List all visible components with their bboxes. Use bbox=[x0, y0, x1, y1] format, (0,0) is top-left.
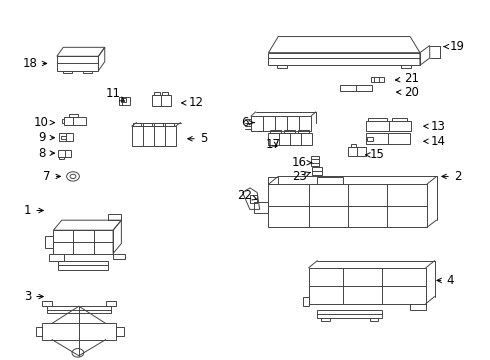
Bar bbox=[133, 123, 142, 126]
Text: 7: 7 bbox=[43, 170, 60, 183]
Bar bbox=[350, 144, 356, 147]
Text: 4: 4 bbox=[437, 274, 454, 287]
Text: 9: 9 bbox=[39, 131, 54, 144]
Bar bbox=[58, 149, 71, 157]
Text: 8: 8 bbox=[39, 147, 54, 159]
Bar bbox=[401, 65, 411, 68]
Bar bbox=[284, 130, 295, 133]
Bar bbox=[83, 71, 92, 73]
Bar bbox=[367, 137, 373, 141]
Bar bbox=[59, 133, 73, 140]
Text: 15: 15 bbox=[366, 148, 384, 161]
Text: 19: 19 bbox=[444, 40, 465, 53]
Bar bbox=[270, 130, 281, 133]
Bar bbox=[63, 71, 72, 73]
Bar bbox=[59, 157, 64, 159]
Bar bbox=[369, 318, 378, 320]
Text: 12: 12 bbox=[182, 96, 204, 109]
Bar bbox=[392, 118, 407, 121]
Bar bbox=[61, 135, 66, 139]
Text: 22: 22 bbox=[238, 189, 257, 202]
Text: 16: 16 bbox=[291, 156, 312, 169]
Text: 13: 13 bbox=[424, 120, 445, 133]
Bar bbox=[298, 130, 309, 133]
Text: 6: 6 bbox=[241, 116, 254, 129]
Bar bbox=[368, 118, 387, 121]
Bar bbox=[250, 195, 257, 203]
Text: 3: 3 bbox=[24, 290, 43, 303]
Text: 20: 20 bbox=[396, 86, 418, 99]
Bar bbox=[119, 97, 130, 105]
Bar bbox=[162, 93, 168, 95]
Bar bbox=[154, 123, 163, 126]
Text: 11: 11 bbox=[105, 87, 124, 101]
Bar bbox=[154, 93, 160, 95]
Bar bbox=[152, 95, 171, 106]
Bar bbox=[144, 123, 152, 126]
Text: 18: 18 bbox=[23, 57, 47, 70]
Bar bbox=[321, 318, 330, 320]
Text: 5: 5 bbox=[188, 132, 207, 145]
Text: 23: 23 bbox=[293, 170, 310, 183]
Text: 10: 10 bbox=[33, 116, 54, 129]
Text: 1: 1 bbox=[24, 204, 43, 217]
Text: 2: 2 bbox=[442, 170, 461, 183]
Bar bbox=[277, 65, 287, 68]
Bar bbox=[340, 85, 372, 91]
Bar bbox=[121, 98, 126, 102]
Text: 17: 17 bbox=[266, 138, 281, 150]
Text: 21: 21 bbox=[395, 72, 418, 85]
Bar bbox=[132, 126, 175, 146]
Text: 14: 14 bbox=[424, 135, 445, 148]
Bar bbox=[165, 123, 173, 126]
